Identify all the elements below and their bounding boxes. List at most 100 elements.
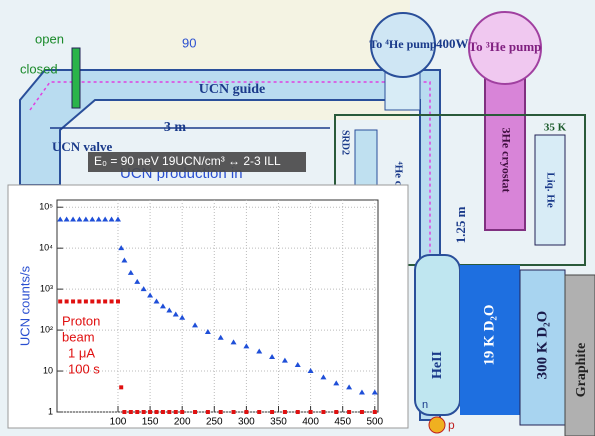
he4-pump: [370, 12, 436, 78]
data-point: [127, 269, 134, 275]
data-point: [77, 299, 82, 304]
x-tick-label: 350: [270, 417, 287, 428]
data-point: [205, 410, 210, 414]
data-point: [154, 410, 159, 414]
label: p: [448, 418, 455, 432]
data-point: [166, 307, 173, 313]
data-point: [70, 216, 77, 222]
data-point: [346, 384, 353, 390]
data-point: [159, 303, 166, 309]
label: HeII: [430, 351, 445, 379]
y-tick-label: 1: [48, 406, 53, 416]
data-point: [218, 410, 223, 414]
data-point: [135, 410, 140, 414]
data-point: [230, 339, 237, 345]
label: open: [35, 31, 64, 46]
d2o-19k: [460, 265, 520, 415]
valve: [71, 47, 81, 109]
y-axis-label: UCN counts/s: [17, 265, 32, 346]
data-point: [257, 410, 262, 414]
data-point: [172, 311, 179, 317]
data-point: [148, 410, 153, 414]
annotation: 100 s: [68, 361, 100, 376]
data-point: [122, 410, 127, 414]
label: 90: [182, 35, 196, 50]
data-point: [371, 389, 378, 395]
label: 1.25 m: [453, 206, 468, 243]
data-point: [347, 410, 352, 414]
data-point: [118, 245, 125, 251]
data-point: [160, 410, 165, 414]
data-point: [57, 216, 64, 222]
panel: [110, 0, 410, 120]
data-point: [256, 348, 263, 354]
x-tick-label: 500: [366, 417, 383, 428]
y-tick-label: 10²: [40, 324, 53, 334]
data-point: [193, 410, 198, 414]
annotation: beam: [62, 329, 95, 344]
x-tick-label: 300: [238, 417, 255, 428]
chart: UCN counts/s 1 10 10² 10³ 10⁴ 10⁵ 100 150 200 250…: [7, 184, 409, 429]
data-point: [167, 410, 172, 414]
data-point: [231, 410, 236, 414]
label: n: [422, 399, 428, 411]
data-point: [141, 410, 146, 414]
y-tick-label: 10³: [40, 284, 53, 294]
data-point: [308, 410, 313, 414]
label: 3He cryostat: [499, 128, 513, 193]
data-point: [121, 257, 128, 263]
liq-he: [534, 134, 566, 246]
label: Graphite: [574, 343, 589, 397]
label: 35 K: [544, 122, 567, 134]
data-point: [321, 410, 326, 414]
data-point: [64, 299, 69, 304]
data-point: [83, 299, 88, 304]
data-point: [333, 380, 340, 386]
data-point: [192, 322, 199, 328]
data-point: [140, 286, 147, 292]
data-point: [359, 410, 364, 414]
he3-cryostat: [484, 59, 526, 231]
y-tick-label: 10: [43, 365, 53, 375]
he3-pump: [468, 11, 542, 85]
data-point: [90, 299, 95, 304]
x-tick-label: 150: [142, 417, 159, 428]
data-point: [269, 354, 276, 360]
data-point: [294, 362, 301, 368]
graphite: [564, 274, 595, 436]
data-point: [281, 357, 288, 363]
data-point: [89, 216, 96, 222]
y-tick-label: 10⁴: [39, 243, 53, 253]
x-tick-label: 450: [334, 417, 351, 428]
data-point: [217, 334, 224, 340]
data-point: [179, 314, 186, 320]
data-point: [114, 216, 121, 222]
annotation: Proton: [62, 313, 100, 328]
data-point: [58, 299, 63, 304]
proton-beam: [428, 416, 446, 434]
heii-vessel: [414, 254, 461, 416]
data-point: [334, 410, 339, 414]
data-point: [109, 299, 114, 304]
label: 19 K D₂O: [481, 304, 497, 365]
x-tick-label: 100: [110, 417, 127, 428]
data-point: [358, 389, 365, 395]
plot-area: [56, 199, 379, 413]
data-point: [128, 410, 133, 414]
data-point: [282, 410, 287, 414]
x-tick-label: 250: [206, 417, 223, 428]
data-point: [295, 410, 300, 414]
data-point: [134, 278, 141, 284]
data-point: [102, 216, 109, 222]
data-point: [63, 216, 70, 222]
data-point: [204, 328, 211, 334]
label: closed: [20, 61, 58, 76]
label: Liq. He: [544, 172, 556, 208]
label: UCN valve: [52, 139, 113, 154]
data-point: [76, 216, 83, 222]
data-point: [95, 216, 102, 222]
tooltip-text: E₀ = 90 neV 19UCN/cm³ ↔ 2-3 ILL: [94, 154, 281, 168]
data-point: [307, 368, 314, 374]
data-point: [71, 299, 76, 304]
